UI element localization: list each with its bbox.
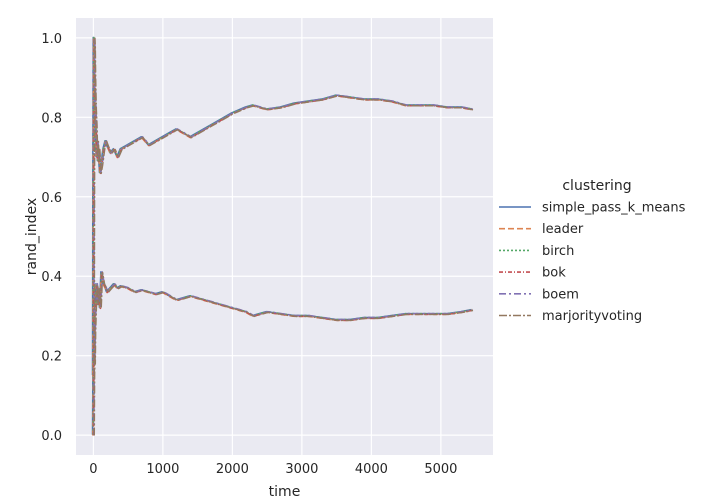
- x-tick-label: 2000: [216, 462, 249, 477]
- x-tick-label: 3000: [285, 462, 318, 477]
- series-line-marjorityvoting-lower: [93, 271, 474, 436]
- y-tick-label: 0.4: [41, 270, 62, 285]
- y-tick-label: 0.6: [41, 191, 62, 206]
- x-tick-labels: 0 1000 2000 3000 4000 5000: [89, 462, 457, 477]
- grid-lines: [76, 18, 493, 455]
- x-tick-label: 0: [89, 462, 97, 477]
- y-tick-labels: 0.0 0.2 0.4 0.6 0.8 1.0: [41, 32, 62, 444]
- plot-area: [76, 18, 493, 455]
- legend-label: bok: [542, 266, 566, 281]
- legend-label: simple_pass_k_means: [542, 201, 686, 216]
- legend-label: boem: [542, 287, 579, 302]
- legend-title: clustering: [562, 178, 631, 194]
- y-tick-label: 0.2: [41, 350, 62, 365]
- x-tick-label: 5000: [424, 462, 457, 477]
- legend-label: leader: [542, 222, 584, 237]
- y-axis-label: rand_index: [24, 198, 40, 275]
- y-tick-label: 0.8: [41, 111, 62, 126]
- series-lines: [91, 36, 474, 436]
- x-axis-label: time: [269, 484, 301, 500]
- x-tick-label: 1000: [146, 462, 179, 477]
- y-tick-label: 1.0: [41, 32, 62, 47]
- legend-label: birch: [542, 244, 574, 259]
- series-line-marjorityvoting-upper: [93, 37, 474, 376]
- legend-label: marjorityvoting: [542, 309, 642, 324]
- y-tick-label: 0.0: [41, 429, 62, 444]
- x-tick-label: 4000: [355, 462, 388, 477]
